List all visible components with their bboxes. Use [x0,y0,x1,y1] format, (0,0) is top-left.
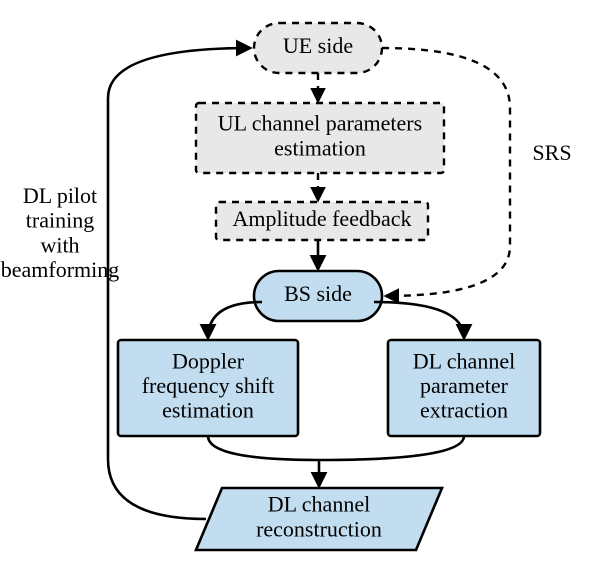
dl-recon-label: DL channelreconstruction [256,492,382,542]
srs-label: SRS [532,140,571,165]
ue-side-label: UE side [283,33,353,58]
dl-extract-label: DL channelparameterextraction [413,348,515,422]
left-note-label: DL pilottrainingwithbeamforming [1,183,120,282]
amp-fb-label: Amplitude feedback [233,206,412,231]
bs-side-label: BS side [284,281,352,306]
